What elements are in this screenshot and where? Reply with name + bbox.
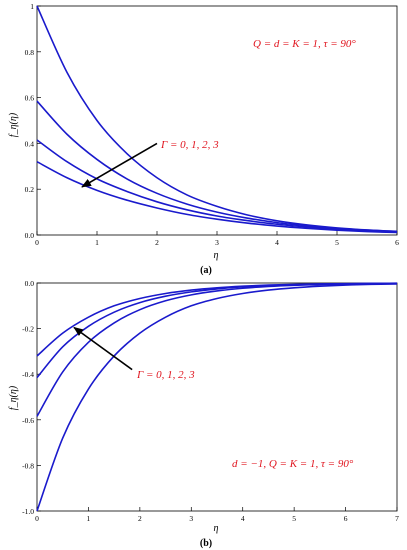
x-tick-label: 6 — [344, 514, 348, 523]
x-tick-label: 4 — [275, 238, 279, 247]
panel-label: (b) — [200, 538, 212, 549]
arrow-label: Γ = 0, 1, 2, 3 — [160, 139, 219, 151]
y-tick-label: -1.0 — [22, 507, 34, 516]
x-tick-label: 1 — [95, 238, 99, 247]
series-line-1 — [36, 283, 398, 512]
series-line-4 — [36, 282, 398, 357]
x-tick-label: 0 — [35, 238, 39, 247]
series-line-2 — [36, 282, 398, 417]
x-tick-label: 1 — [87, 514, 91, 523]
x-axis-label: η — [214, 250, 219, 261]
x-tick-label: 6 — [395, 238, 399, 247]
series-line-2 — [36, 100, 398, 233]
y-tick-label: 1 — [30, 2, 34, 11]
x-axis-label: η — [214, 523, 219, 534]
x-axis-ticks: 0 1 2 3 4 5 6 7 — [35, 507, 399, 523]
y-tick-label: 0.6 — [25, 94, 35, 103]
y-tick-label: 0.8 — [25, 48, 35, 57]
x-tick-label: 5 — [335, 238, 339, 247]
x-tick-label: 4 — [241, 514, 245, 523]
x-tick-label: 2 — [138, 514, 142, 523]
x-tick-label: 5 — [292, 514, 296, 523]
series-line-4 — [36, 161, 398, 234]
y-tick-label: -0.8 — [22, 461, 34, 470]
y-tick-label: -0.2 — [22, 325, 34, 334]
x-tick-label: 3 — [189, 514, 193, 523]
y-tick-label: -0.4 — [22, 370, 34, 379]
x-axis-ticks: 0 1 2 3 4 5 6 — [35, 231, 399, 247]
arrow-label: Γ = 0, 1, 2, 3 — [136, 369, 195, 381]
y-axis-ticks: 0.0 0.2 0.4 0.6 0.8 1 — [25, 2, 41, 240]
arrow-gamma — [73, 326, 133, 371]
y-axis-label: f_η(η) — [8, 385, 19, 410]
x-tick-label: 3 — [215, 238, 219, 247]
x-tick-label: 0 — [35, 514, 39, 523]
series-line-3 — [36, 139, 398, 233]
arrow-gamma — [81, 142, 158, 188]
chart-annotation: d = −1, Q = K = 1, τ = 90° — [232, 458, 354, 470]
plot-frame — [36, 282, 398, 512]
panel-label: (a) — [200, 265, 212, 276]
x-tick-label: 2 — [155, 238, 159, 247]
series-lines — [36, 282, 398, 512]
y-tick-label: 0.4 — [25, 139, 35, 148]
y-axis-label: f_η(η) — [8, 112, 19, 137]
y-axis-ticks: -1.0 -0.8 -0.6 -0.4 -0.2 0.0 — [22, 279, 41, 516]
series-line-3 — [36, 282, 398, 379]
x-tick-label: 7 — [395, 514, 399, 523]
y-tick-label: 0.0 — [25, 231, 35, 240]
chart-panel-b: -1.0 -0.8 -0.6 -0.4 -0.2 0.0 0 1 2 3 4 5 6 7 Γ = 0, … — [8, 279, 399, 549]
chart-annotation: Q = d = K = 1, τ = 90° — [253, 38, 356, 50]
y-tick-label: 0.2 — [25, 185, 35, 194]
y-tick-label: 0.0 — [25, 279, 35, 288]
y-tick-label: -0.6 — [22, 416, 34, 425]
